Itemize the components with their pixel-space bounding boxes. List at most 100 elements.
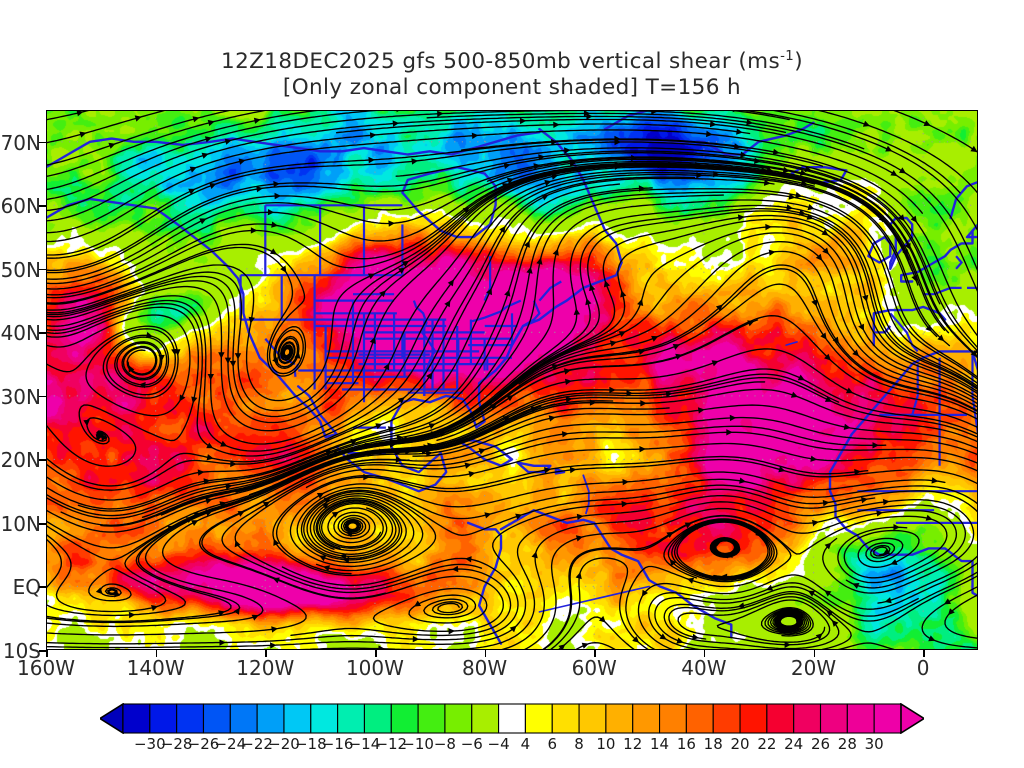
streamline-arrowhead [885, 145, 893, 152]
streamline-arrowhead [76, 110, 84, 117]
streamline-arrowhead [904, 242, 911, 250]
streamline-arrowhead [858, 323, 864, 331]
longitude-tick [703, 650, 706, 657]
streamline-arrowhead [128, 611, 136, 619]
streamline-arrowhead [395, 456, 403, 463]
map-plot-area[interactable] [46, 110, 978, 650]
streamline-arrowhead [755, 530, 763, 537]
streamline-arrowhead [558, 644, 566, 650]
streamline-arrowhead [531, 551, 538, 559]
streamline-arrowhead [486, 288, 492, 296]
longitude-label-100W: 100W [345, 656, 404, 680]
colorbar-swatch [712, 703, 741, 734]
streamline-arrowhead [798, 209, 806, 216]
map-overlays [46, 110, 978, 650]
colorbar-tick-12: 12 [623, 735, 643, 753]
streamline [46, 314, 191, 417]
streamline-arrowhead [609, 386, 616, 394]
streamline-arrowhead [367, 273, 375, 280]
streamline-arrowhead [665, 390, 673, 398]
longitude-tick [155, 650, 158, 657]
streamline-arrowhead [271, 626, 278, 633]
colorbar-swatch [363, 703, 392, 734]
streamlines-layer [46, 110, 978, 650]
colorbar-svg[interactable] [100, 703, 924, 734]
streamline [248, 368, 978, 496]
streamline-arrowhead [923, 120, 931, 126]
streamline [46, 164, 919, 412]
streamline [548, 557, 651, 650]
colorbar-tick-6: 6 [547, 735, 558, 753]
streamline [46, 177, 775, 491]
streamline-arrowhead [583, 110, 591, 117]
streamline-arrowhead [581, 642, 589, 649]
streamline-arrowhead [322, 503, 330, 510]
streamline-arrowhead [191, 396, 198, 404]
streamline-arrowhead [666, 531, 674, 538]
longitude-tick [813, 650, 816, 657]
streamline-arrowhead [197, 469, 205, 476]
streamline-arrowhead [899, 167, 907, 174]
colorbar-swatch [498, 703, 526, 734]
streamline-arrowhead [883, 548, 891, 555]
streamline-arrowhead [862, 120, 871, 127]
colorbar-swatch [176, 703, 205, 734]
streamline-arrowhead [563, 368, 571, 375]
streamline [46, 141, 824, 259]
streamline-arrowhead [501, 183, 510, 189]
colorbar-tick-8: 8 [574, 735, 584, 753]
streamline-arrowhead [970, 349, 978, 357]
colorbar-swatch [793, 703, 822, 734]
streamline-arrowhead [151, 605, 158, 612]
streamline-arrowhead [766, 166, 774, 174]
streamline-arrowhead [444, 300, 451, 308]
streamline-arrowhead [876, 510, 884, 517]
streamline-arrowhead [709, 120, 717, 128]
streamline-arrowhead [229, 360, 237, 368]
streamline-arrowhead [726, 429, 733, 436]
streamline [46, 123, 751, 234]
streamline-arrowhead [672, 344, 680, 350]
streamline-arrowhead [931, 477, 939, 484]
streamline-arrowhead [692, 633, 699, 640]
state-border [522, 300, 541, 327]
streamline-arrowhead [695, 161, 702, 169]
streamline-arrowhead [199, 218, 207, 225]
us-state-borders [239, 204, 978, 524]
colorbar[interactable] [100, 703, 924, 734]
coastline [554, 467, 566, 475]
streamline-arrowhead [448, 628, 455, 635]
colorbar-swatch [444, 703, 473, 734]
streamline-arrowhead [428, 423, 436, 430]
longitude-label-60W: 60W [571, 656, 617, 680]
streamline [46, 150, 978, 353]
streamline [760, 607, 814, 637]
colorbar-tick--14: −14 [348, 735, 381, 753]
colorbar-swatch [471, 703, 500, 734]
streamline [663, 518, 778, 583]
streamline-arrowhead [761, 167, 768, 174]
colorbar-swatch [578, 703, 607, 734]
streamline-arrowhead [530, 406, 538, 413]
state-border [483, 256, 492, 302]
streamline [46, 139, 749, 256]
streamline-arrowhead [145, 331, 153, 339]
longitude-tick [923, 650, 925, 657]
streamline-arrowhead [815, 253, 823, 261]
streamline-arrowhead [504, 289, 511, 297]
longitude-tick [46, 650, 48, 657]
streamline-arrowhead [220, 440, 228, 447]
streamline-arrowhead [713, 171, 720, 178]
colorbar-swatch [873, 703, 902, 734]
streamline-arrowhead [101, 433, 108, 441]
coastline [46, 197, 338, 439]
streamline-arrowhead [763, 179, 771, 186]
colorbar-tick--18: −18 [294, 735, 327, 753]
streamline-arrowhead [193, 512, 201, 519]
streamline-arrowhead [772, 148, 780, 155]
streamline-arrowhead [576, 513, 584, 520]
longitude-label-140W: 140W [126, 656, 185, 680]
streamline-arrowhead [544, 467, 551, 474]
streamline [736, 110, 978, 233]
